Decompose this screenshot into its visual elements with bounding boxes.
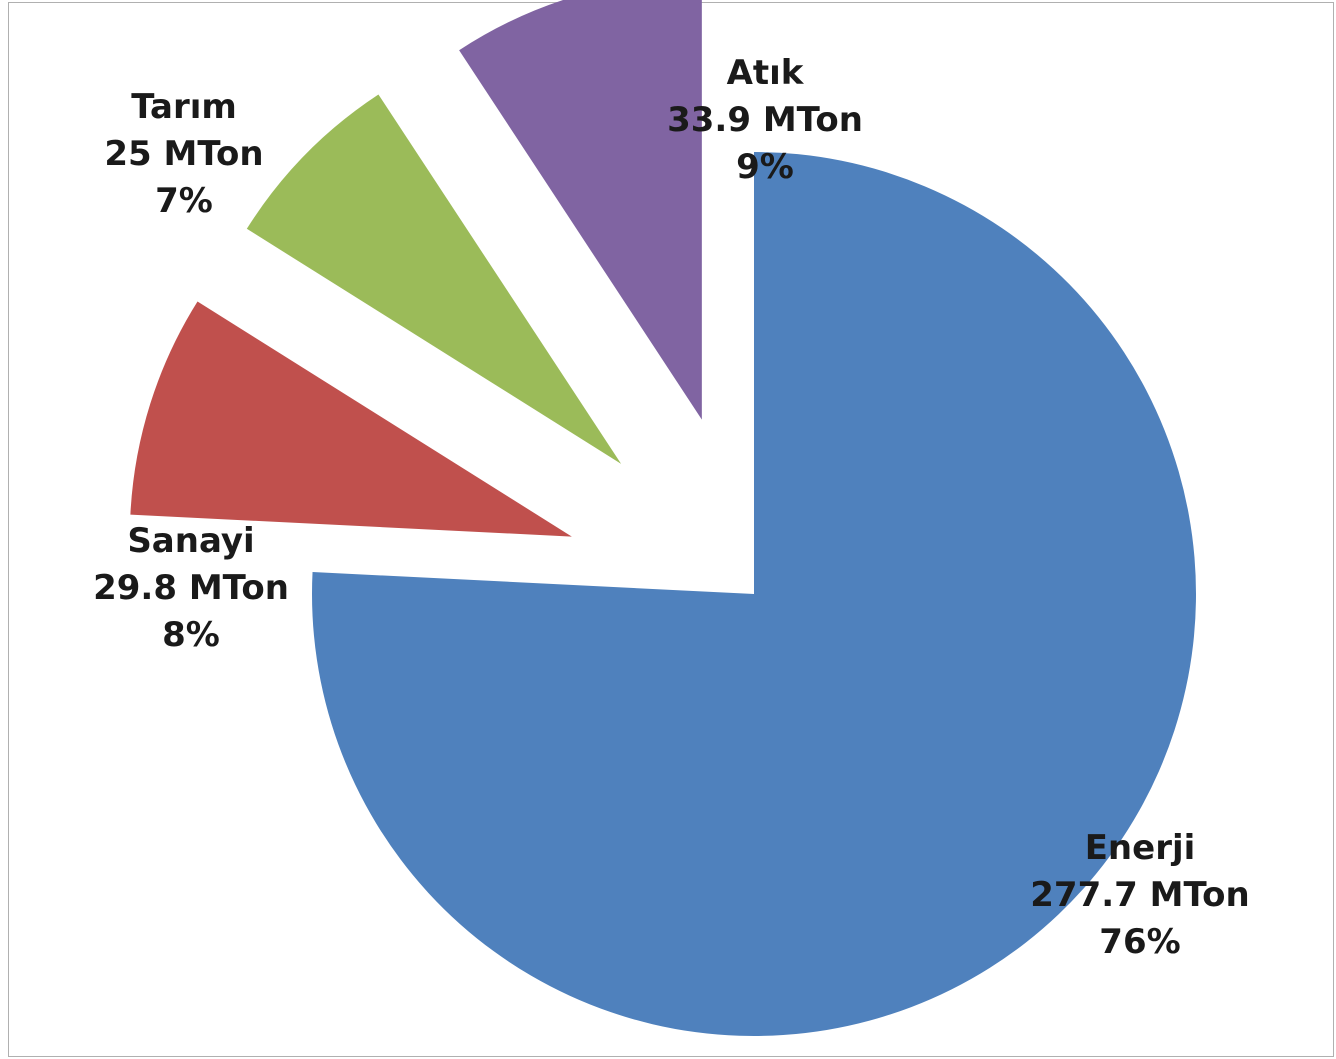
slice-label-enerji: Enerji 277.7 MTon 76% [1030,828,1249,962]
slice-label-tarim: Tarım 25 MTon 7% [104,87,263,221]
slice-value-sanayi: 29.8 MTon [93,568,289,608]
pie-slice-enerji [311,152,1197,1036]
pie-slices [130,0,1197,1036]
slice-name-atik: Atık [727,53,805,93]
slice-percent-enerji: 76% [1099,922,1180,962]
slice-name-sanayi: Sanayi [127,521,254,561]
slice-percent-tarim: 7% [155,181,213,221]
slice-name-tarim: Tarım [131,87,237,127]
slice-percent-sanayi: 8% [162,615,220,655]
slice-value-atik: 33.9 MTon [667,100,863,140]
slice-label-sanayi: Sanayi 29.8 MTon 8% [93,521,289,655]
pie-slice-atik [459,0,702,420]
pie-slice-sanayi [130,301,572,537]
slice-label-atik: Atık 33.9 MTon 9% [667,53,863,187]
slice-name-enerji: Enerji [1085,828,1196,868]
slice-value-tarim: 25 MTon [104,134,263,174]
slice-value-enerji: 277.7 MTon [1030,875,1249,915]
slice-percent-atik: 9% [736,147,794,187]
pie-slice-tarim [246,94,622,464]
